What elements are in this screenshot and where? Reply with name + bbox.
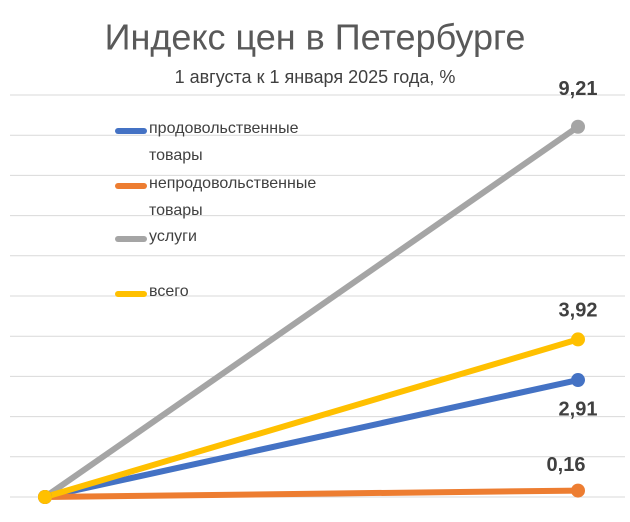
data-point — [571, 373, 585, 388]
legend-swatch — [115, 291, 147, 297]
legend-label: продовольственные товары — [149, 120, 299, 164]
data-point — [571, 483, 585, 498]
legend-swatch — [115, 183, 147, 189]
legend-swatch — [115, 128, 147, 134]
legend-label: услуги — [149, 228, 197, 245]
series-line — [42, 487, 581, 500]
legend-swatch — [115, 236, 147, 242]
data-label: 3,92 — [559, 300, 598, 322]
legend-label: непродовольственные товары — [149, 175, 317, 219]
series-line — [42, 123, 581, 500]
data-point — [571, 332, 585, 347]
data-point — [38, 490, 52, 504]
legend-item: услуги — [115, 228, 354, 250]
data-label: 2,91 — [559, 398, 598, 420]
legend-label: всего — [149, 283, 189, 300]
chart-title: Индекс цен в Петербурге — [105, 17, 526, 58]
series-line — [42, 377, 581, 500]
legend-item: всего — [115, 283, 354, 305]
series-line — [42, 336, 581, 500]
legend-item: продовольственные товары — [115, 120, 354, 169]
data-point — [571, 119, 585, 134]
data-label: 0,16 — [547, 454, 586, 476]
data-label: 9,21 — [559, 78, 598, 100]
chart-subtitle: 1 августа к 1 января 2025 года, % — [175, 67, 456, 87]
legend-item: непродовольственные товары — [115, 175, 354, 224]
